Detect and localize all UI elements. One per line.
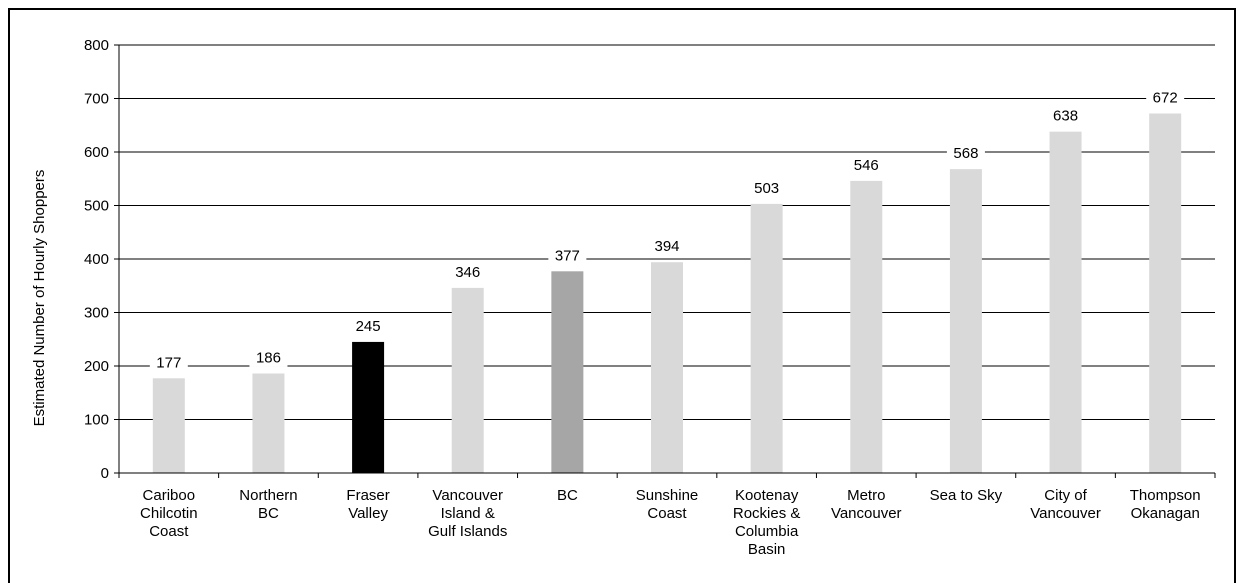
data-label: 672 — [1153, 89, 1178, 106]
data-label-background — [847, 153, 886, 174]
bar — [1049, 131, 1082, 474]
labels: 0 100 200 300 400 500 600 700 800 177 Cariboo Chilc… — [84, 37, 1201, 558]
data-label: 346 — [455, 264, 480, 281]
x-tick-label: Thompson Okanagan — [1130, 487, 1201, 522]
bar — [451, 287, 484, 473]
y-axis-label: Estimated Number of Hourly Shoppers — [31, 170, 48, 427]
y-tick-label: 200 — [84, 358, 109, 375]
y-tick-label: 400 — [84, 251, 109, 268]
y-tick-label: 300 — [84, 305, 109, 322]
y-tick-label: 800 — [84, 37, 109, 54]
data-label-background — [548, 244, 587, 265]
bar — [252, 373, 285, 473]
bar — [750, 203, 783, 473]
data-label: 394 — [654, 238, 679, 255]
y-tick-label: 600 — [84, 144, 109, 161]
y-tick-label: 700 — [84, 91, 109, 108]
data-label: 568 — [953, 145, 978, 162]
x-tick-label: BC — [557, 487, 578, 504]
bar — [949, 169, 982, 473]
data-label: 245 — [356, 318, 381, 335]
x-tick-label: Vancouver Island & Gulf Islands — [428, 487, 507, 540]
bar — [850, 180, 883, 473]
data-label: 177 — [156, 354, 181, 371]
x-tick-label: Northern BC — [239, 487, 297, 522]
data-label-background — [349, 314, 388, 335]
x-tick-label: Kootenay Rockies & Columbia Basin — [733, 487, 801, 558]
x-tick-label: Sunshine Coast — [636, 487, 699, 522]
bar — [152, 378, 185, 473]
data-label: 377 — [555, 247, 580, 264]
y-tick-label: 500 — [84, 198, 109, 215]
bar — [551, 271, 584, 473]
axes — [114, 44, 1216, 478]
x-tick-label: City of Vancouver — [1030, 487, 1101, 522]
chart-frame — [8, 8, 1236, 583]
data-label: 546 — [854, 157, 879, 174]
data-label-background — [747, 176, 786, 197]
bars — [152, 113, 1182, 474]
data-label: 503 — [754, 180, 779, 197]
bar — [651, 262, 683, 473]
x-tick-label: Sea to Sky — [930, 487, 1003, 504]
data-label-background — [149, 351, 188, 372]
x-tick-label: Metro Vancouver — [831, 487, 902, 522]
data-label-background — [946, 142, 985, 163]
data-label-background — [448, 260, 487, 281]
data-label-background — [1146, 86, 1185, 107]
bar — [352, 341, 385, 473]
x-tick-label: Fraser Valley — [346, 487, 389, 522]
data-label-background — [1046, 104, 1085, 125]
data-label: 186 — [256, 349, 281, 366]
data-label-background — [648, 235, 686, 256]
y-tick-label: 100 — [84, 412, 109, 429]
data-label: 638 — [1053, 108, 1078, 125]
x-tick-label: Cariboo Chilcotin Coast — [140, 487, 198, 540]
y-tick-label: 0 — [101, 465, 109, 482]
bar — [1149, 113, 1182, 473]
data-label-background — [249, 346, 288, 367]
